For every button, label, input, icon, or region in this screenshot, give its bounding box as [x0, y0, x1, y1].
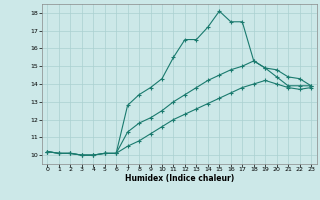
X-axis label: Humidex (Indice chaleur): Humidex (Indice chaleur) [124, 174, 234, 183]
